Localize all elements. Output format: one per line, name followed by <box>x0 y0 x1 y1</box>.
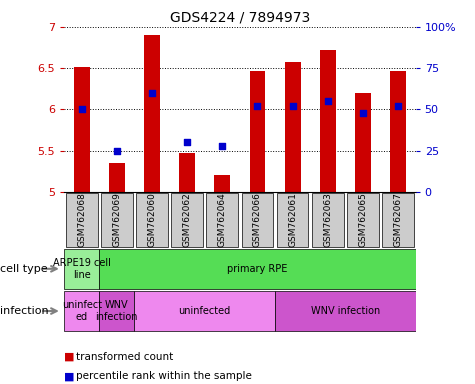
Text: GSM762066: GSM762066 <box>253 192 262 247</box>
FancyBboxPatch shape <box>277 193 308 247</box>
Bar <box>249 71 266 192</box>
Title: GDS4224 / 7894973: GDS4224 / 7894973 <box>170 10 310 24</box>
Bar <box>320 50 336 192</box>
Point <box>324 98 332 104</box>
Text: GSM762061: GSM762061 <box>288 192 297 247</box>
Text: cell type: cell type <box>0 264 48 274</box>
FancyBboxPatch shape <box>242 193 273 247</box>
Text: uninfect
ed: uninfect ed <box>62 300 102 322</box>
Text: GSM762065: GSM762065 <box>359 192 367 247</box>
Point <box>218 143 226 149</box>
Point <box>78 106 86 113</box>
Text: transformed count: transformed count <box>76 352 173 362</box>
Point <box>394 103 402 109</box>
FancyBboxPatch shape <box>99 248 416 289</box>
Point <box>148 90 156 96</box>
FancyBboxPatch shape <box>312 193 343 247</box>
Bar <box>214 175 230 192</box>
Point <box>359 110 367 116</box>
FancyBboxPatch shape <box>99 291 134 331</box>
FancyBboxPatch shape <box>207 193 238 247</box>
Bar <box>179 153 195 192</box>
Text: GSM762062: GSM762062 <box>183 192 191 247</box>
FancyBboxPatch shape <box>64 248 99 289</box>
Text: infection: infection <box>0 306 48 316</box>
FancyBboxPatch shape <box>171 193 203 247</box>
Text: percentile rank within the sample: percentile rank within the sample <box>76 371 252 381</box>
Text: ■: ■ <box>64 352 75 362</box>
Text: GSM762063: GSM762063 <box>323 192 332 247</box>
Bar <box>109 163 125 192</box>
Text: WNV infection: WNV infection <box>311 306 380 316</box>
Bar <box>285 62 301 192</box>
FancyBboxPatch shape <box>66 193 97 247</box>
Bar <box>390 71 406 192</box>
Bar <box>355 93 371 192</box>
Text: ARPE19 cell
line: ARPE19 cell line <box>53 258 111 280</box>
Text: primary RPE: primary RPE <box>227 264 288 274</box>
Point <box>183 139 191 146</box>
Text: ■: ■ <box>64 371 75 381</box>
Text: GSM762067: GSM762067 <box>394 192 402 247</box>
Point <box>113 147 121 154</box>
Text: uninfected: uninfected <box>179 306 231 316</box>
FancyBboxPatch shape <box>64 291 99 331</box>
FancyBboxPatch shape <box>134 291 275 331</box>
FancyBboxPatch shape <box>101 193 133 247</box>
Text: WNV
infection: WNV infection <box>95 300 138 322</box>
Point <box>254 103 261 109</box>
Text: GSM762064: GSM762064 <box>218 192 227 247</box>
FancyBboxPatch shape <box>275 291 416 331</box>
FancyBboxPatch shape <box>347 193 379 247</box>
Point <box>289 103 296 109</box>
Text: GSM762060: GSM762060 <box>148 192 156 247</box>
Text: GSM762069: GSM762069 <box>113 192 121 247</box>
FancyBboxPatch shape <box>382 193 414 247</box>
Bar <box>144 35 160 192</box>
Text: GSM762068: GSM762068 <box>77 192 86 247</box>
FancyBboxPatch shape <box>136 193 168 247</box>
Bar <box>74 66 90 192</box>
